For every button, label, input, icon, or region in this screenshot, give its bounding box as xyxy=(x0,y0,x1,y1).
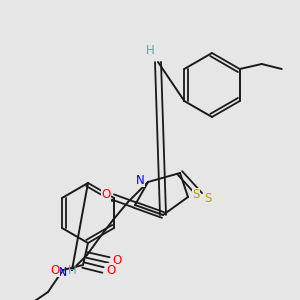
Text: S: S xyxy=(192,188,200,202)
Text: S: S xyxy=(204,191,212,205)
Text: H: H xyxy=(146,44,154,56)
Text: O: O xyxy=(106,263,116,277)
Text: H: H xyxy=(58,266,67,278)
Text: O: O xyxy=(101,188,111,202)
Text: O: O xyxy=(50,263,60,277)
Text: H: H xyxy=(68,263,76,277)
Text: N: N xyxy=(51,266,67,278)
Text: N: N xyxy=(136,173,144,187)
Text: O: O xyxy=(112,254,122,266)
